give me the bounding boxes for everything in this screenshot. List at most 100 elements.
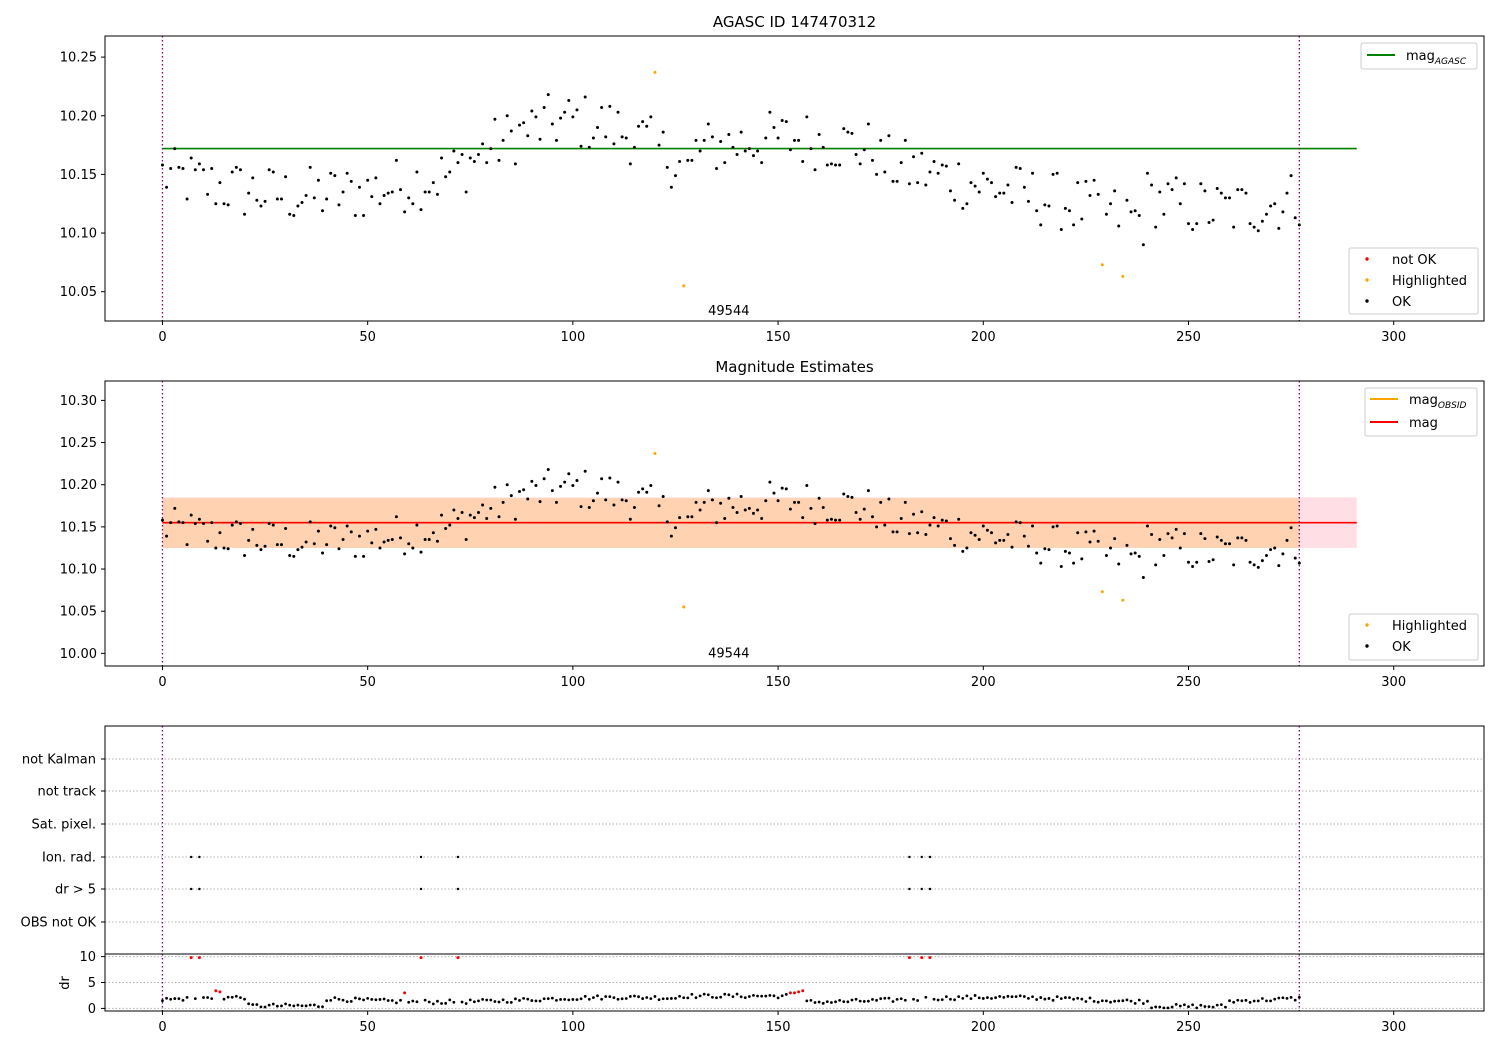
data-point bbox=[600, 477, 604, 481]
dr-point bbox=[620, 997, 624, 1001]
data-point bbox=[632, 145, 636, 149]
data-point bbox=[1240, 188, 1244, 192]
dr-point bbox=[567, 998, 571, 1002]
data-point bbox=[846, 495, 850, 499]
dr-point bbox=[1027, 997, 1030, 1000]
dr-point bbox=[1166, 1006, 1170, 1010]
dr-point bbox=[875, 998, 878, 1002]
data-point bbox=[1076, 531, 1080, 535]
data-point bbox=[1010, 545, 1014, 549]
dr-point-not-ok bbox=[403, 991, 407, 995]
dr-point bbox=[780, 994, 784, 998]
data-point bbox=[797, 500, 801, 504]
dr-point bbox=[538, 999, 542, 1003]
data-point bbox=[875, 172, 879, 176]
data-point bbox=[1236, 536, 1240, 540]
dr-point bbox=[694, 996, 698, 1000]
dr-point bbox=[374, 998, 378, 1002]
data-point bbox=[1170, 188, 1174, 192]
data-point bbox=[624, 136, 628, 140]
data-point bbox=[1039, 223, 1043, 227]
dr-point bbox=[809, 998, 813, 1002]
data-point bbox=[899, 516, 903, 520]
dr-point bbox=[604, 995, 608, 998]
data-point bbox=[637, 490, 641, 494]
data-point bbox=[259, 548, 263, 552]
data-point bbox=[694, 500, 698, 504]
data-point bbox=[764, 136, 768, 140]
data-point bbox=[1207, 559, 1211, 563]
data-point bbox=[505, 483, 509, 487]
data-point bbox=[353, 554, 357, 558]
data-point bbox=[1273, 546, 1277, 550]
dr-point bbox=[953, 998, 956, 1002]
data-point bbox=[304, 194, 308, 198]
data-point bbox=[944, 519, 948, 523]
flag-point bbox=[908, 855, 911, 859]
data-point bbox=[1199, 182, 1203, 186]
x-tick-label: 50 bbox=[359, 330, 376, 345]
data-point bbox=[1092, 178, 1096, 182]
data-point bbox=[772, 125, 776, 129]
dr-point bbox=[362, 998, 365, 1002]
data-point bbox=[776, 136, 780, 140]
data-point bbox=[1182, 182, 1186, 186]
data-point bbox=[673, 174, 677, 178]
data-point bbox=[998, 538, 1002, 542]
data-point bbox=[275, 543, 279, 547]
data-point bbox=[1031, 524, 1035, 528]
data-point bbox=[612, 142, 616, 146]
data-point bbox=[329, 524, 333, 528]
dr-point bbox=[739, 995, 743, 999]
data-point bbox=[1289, 174, 1293, 178]
data-point bbox=[661, 495, 665, 499]
data-point bbox=[686, 515, 690, 519]
data-point bbox=[509, 129, 513, 133]
data-point bbox=[559, 116, 563, 120]
data-point bbox=[1195, 222, 1199, 226]
data-point bbox=[497, 515, 501, 519]
dr-point bbox=[505, 1000, 509, 1004]
data-point bbox=[526, 497, 530, 501]
dr-point bbox=[181, 998, 185, 1002]
data-point bbox=[550, 489, 554, 493]
dr-point bbox=[1022, 995, 1026, 998]
dr-point bbox=[608, 995, 612, 998]
data-point bbox=[1166, 532, 1170, 536]
data-point bbox=[760, 516, 764, 520]
data-point bbox=[251, 527, 255, 531]
data-point bbox=[702, 138, 706, 142]
dr-point bbox=[772, 994, 776, 998]
dr-point-not-ok bbox=[214, 989, 218, 993]
data-point bbox=[1051, 525, 1055, 529]
data-point bbox=[879, 138, 883, 142]
dr-point bbox=[1162, 1006, 1166, 1010]
data-point bbox=[165, 534, 169, 538]
data-point bbox=[456, 161, 460, 165]
data-point bbox=[1174, 176, 1178, 180]
data-point bbox=[1269, 204, 1273, 208]
data-point bbox=[739, 130, 743, 134]
dr-point bbox=[1203, 1005, 1207, 1008]
dr-point bbox=[312, 1003, 316, 1007]
dr-point bbox=[325, 999, 329, 1003]
data-point bbox=[464, 190, 468, 194]
dr-point bbox=[173, 997, 177, 1000]
dr-point bbox=[1006, 994, 1010, 998]
dr-point-not-ok bbox=[801, 989, 805, 993]
data-point bbox=[263, 544, 267, 548]
data-point bbox=[300, 545, 304, 549]
data-point bbox=[1289, 526, 1293, 530]
data-point bbox=[1133, 209, 1137, 213]
data-point bbox=[349, 530, 353, 534]
data-point bbox=[1203, 537, 1207, 541]
legend-mag-obsid-subscript: OBSID bbox=[1438, 401, 1467, 411]
dr-point bbox=[234, 994, 238, 998]
dr-point bbox=[464, 1002, 468, 1005]
data-point bbox=[534, 484, 538, 488]
dr-point bbox=[206, 996, 210, 999]
data-point bbox=[189, 156, 193, 160]
dr-point bbox=[1297, 995, 1301, 999]
data-point bbox=[431, 531, 435, 535]
data-point bbox=[238, 168, 242, 172]
